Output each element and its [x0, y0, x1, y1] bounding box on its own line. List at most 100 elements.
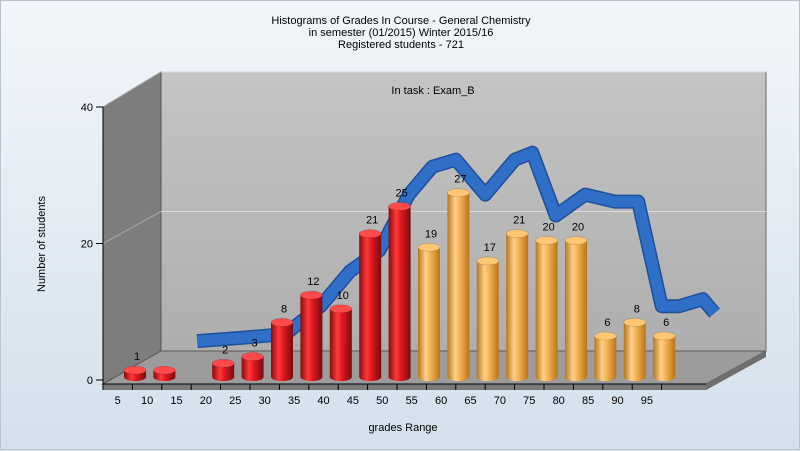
bar-body [506, 233, 529, 381]
x-tick-label: 95 [641, 395, 653, 407]
bar-body [535, 240, 558, 381]
x-tick-label: 20 [200, 395, 212, 407]
x-tick-label: 10 [141, 395, 153, 407]
bar-40: 10 [329, 290, 353, 381]
x-tick-label: 35 [288, 395, 300, 407]
bar-body [653, 336, 676, 381]
trend-line [196, 147, 719, 347]
x-tick-label: 65 [464, 395, 476, 407]
x-tick-label: 50 [376, 395, 388, 407]
x-tick-label: 85 [582, 395, 594, 407]
bar-body [388, 206, 411, 381]
bar-25: 3 [241, 338, 264, 381]
bar-20: 2 [211, 344, 235, 381]
chart-title-line-3: Registered students - 721 [338, 39, 464, 51]
bar-value-label: 20 [572, 222, 584, 234]
bar-value-label: 21 [513, 215, 525, 227]
bar-90: 8 [623, 303, 647, 381]
bar-35: 12 [300, 276, 323, 381]
bar-65: 17 [476, 242, 500, 381]
bar-50: 25 [388, 187, 411, 381]
bar-body [271, 322, 293, 381]
bar-top [358, 229, 382, 238]
bar-value-label: 6 [604, 317, 610, 329]
bar-top [564, 236, 588, 245]
bar-top [447, 188, 470, 197]
bar-body [418, 247, 440, 381]
bar-value-label: 17 [484, 242, 496, 254]
bar-value-label: 12 [307, 276, 319, 288]
bar-top [123, 365, 147, 375]
bar-value-label: 21 [366, 215, 378, 227]
bar-30: 8 [270, 303, 294, 381]
bar-top [623, 318, 647, 327]
x-tick-label: 55 [406, 395, 418, 407]
bar-5: 1 [123, 351, 147, 381]
chart-title-line-2: in semester (01/2015) Winter 2015/16 [308, 27, 494, 39]
x-tick-label: 90 [611, 395, 623, 407]
bar-85: 6 [594, 317, 617, 381]
task-annotation: In task : Exam_B [391, 85, 474, 97]
bar-top [594, 331, 617, 341]
bar-top [417, 243, 441, 252]
bar-top [300, 290, 323, 300]
bar-body [329, 308, 352, 381]
bar-body [476, 260, 499, 381]
bar-body [623, 322, 646, 381]
bar-value-label: 10 [337, 290, 349, 302]
bar-body [594, 336, 617, 381]
floor-front-edge [103, 384, 706, 390]
x-tick-label: 45 [347, 395, 359, 407]
bar-top [535, 236, 558, 245]
bar-top [153, 365, 176, 375]
floor-right-edge [706, 351, 766, 390]
bar-value-label: 19 [425, 228, 437, 240]
bar-top [329, 304, 353, 313]
x-tick-label: 15 [170, 395, 182, 407]
bar-top [270, 318, 294, 327]
y-tick-label: 20 [81, 239, 93, 251]
x-tick-label: 70 [494, 395, 506, 407]
x-tick-label: 5 [115, 395, 121, 407]
bar-top [211, 359, 235, 368]
bar-value-label: 25 [395, 187, 407, 199]
x-tick-label: 30 [259, 395, 271, 407]
bar-value-label: 1 [134, 351, 140, 363]
bar-55: 19 [417, 228, 441, 381]
bar-body [300, 295, 323, 381]
x-tick-label: 60 [435, 395, 447, 407]
bar-value-label: 3 [252, 338, 258, 350]
x-tick-label: 40 [317, 395, 329, 407]
bar-value-label: 27 [454, 174, 466, 186]
bar-95: 6 [652, 317, 676, 381]
bar-value-label: 20 [542, 222, 554, 234]
y-tick-label: 0 [87, 375, 93, 387]
y-tick-label: 40 [81, 102, 93, 114]
x-tick-label: 25 [229, 395, 241, 407]
bar-body [212, 363, 235, 381]
bar-value-label: 6 [663, 317, 669, 329]
bar-70: 21 [505, 215, 529, 381]
bar-80: 20 [564, 222, 588, 381]
chart-title-line-1: Histograms of Grades In Course - General… [271, 15, 531, 27]
bar-top [388, 202, 411, 211]
bar-top [476, 256, 500, 266]
bar-75: 20 [535, 222, 558, 381]
bar-body [241, 356, 264, 381]
bar-top [652, 331, 676, 341]
bar-value-label: 8 [634, 303, 640, 315]
grid-line-side [102, 211, 162, 244]
bar-body [359, 233, 382, 381]
bar-top [505, 229, 529, 238]
bar-body [565, 240, 587, 381]
grid-line-side [102, 71, 162, 108]
x-tick-label: 75 [523, 395, 535, 407]
bar-body [447, 192, 470, 381]
x-axis-label: grades Range [368, 422, 437, 434]
bar-value-label: 8 [281, 303, 287, 315]
y-axis-label: Number of students [36, 196, 48, 292]
bar-value-label: 2 [222, 344, 228, 356]
bar-45: 21 [358, 215, 382, 381]
